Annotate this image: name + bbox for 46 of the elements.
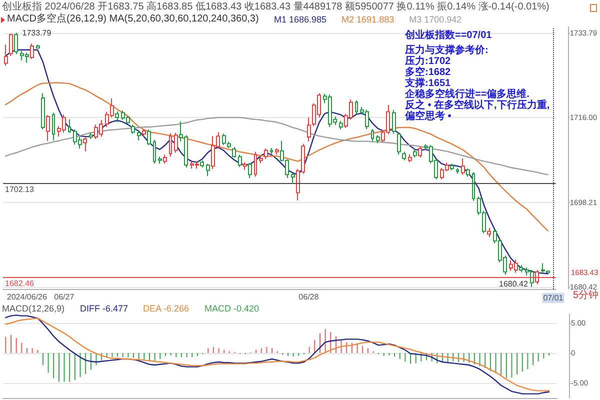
x-tick-label: 06/28 bbox=[298, 292, 320, 302]
candlestick bbox=[153, 139, 156, 164]
annotation: 1680.42 bbox=[499, 280, 529, 288]
candlestick bbox=[68, 118, 71, 134]
candlestick bbox=[408, 154, 412, 163]
x-tick-label: 2024/06/26 bbox=[6, 292, 48, 302]
candlestick bbox=[456, 168, 459, 174]
text: M2 1691.883 bbox=[342, 14, 394, 24]
text: 5分钟 bbox=[573, 290, 599, 301]
candlestick bbox=[36, 44, 40, 49]
candlestick bbox=[4, 44, 8, 66]
annotation: 压力:1702 bbox=[405, 56, 452, 67]
candlestick bbox=[270, 147, 273, 154]
annotation: 创业板指数==07/01 bbox=[405, 30, 493, 41]
text: MACD -0.420 bbox=[204, 304, 260, 314]
candlestick bbox=[259, 156, 263, 164]
candlestick bbox=[232, 146, 236, 158]
chart-title: 创业板指 2024/06/28 开1683.75 高1683.85 低1683.43 收1683.43 量4489178 额5950077 换0.11% 振0.14% 涨-0.14(-0.01%) bbox=[2, 0, 550, 12]
x-tick-label: 06/27 bbox=[54, 292, 75, 302]
candlestick bbox=[307, 117, 311, 142]
annotation: 企稳多空线行进==偏多思维. bbox=[405, 89, 530, 100]
text: M3 1700.942 bbox=[409, 14, 462, 24]
candlestick bbox=[52, 112, 55, 141]
annotation: 压力与支撑参考价: bbox=[405, 45, 490, 56]
text: M1 1686.985 bbox=[274, 14, 327, 24]
candlestick bbox=[355, 100, 358, 114]
text: DEA -6.266 bbox=[143, 304, 190, 314]
candlestick bbox=[254, 151, 257, 178]
candlestick bbox=[264, 148, 268, 160]
text: DIFF -6.477 bbox=[80, 304, 128, 314]
chart-title: MACD(12,26,9) bbox=[2, 304, 65, 314]
ref-line-label: 1682.46 bbox=[5, 278, 34, 288]
annotation: 反之 • 在多空线以下,下行压力重,偏空思考 • bbox=[405, 100, 551, 122]
candlestick bbox=[169, 132, 172, 158]
x-tick-label: 07/01 bbox=[543, 294, 564, 302]
candlestick bbox=[472, 172, 475, 202]
candlestick bbox=[131, 124, 135, 134]
candlestick bbox=[397, 132, 401, 156]
annotation: 多空:1682 bbox=[405, 67, 452, 78]
candlestick bbox=[371, 128, 374, 142]
candlestick bbox=[392, 109, 396, 134]
ref-line-label: 1702.13 bbox=[5, 185, 34, 194]
candlestick bbox=[402, 151, 406, 161]
chart-subtitle: MACD多空点(26,12,9) MA(5,20,60,30,60,120,240,360,3) bbox=[7, 12, 259, 24]
annotation: 1733.79 bbox=[22, 28, 52, 38]
annotation: 支撑:1651 bbox=[405, 78, 451, 89]
